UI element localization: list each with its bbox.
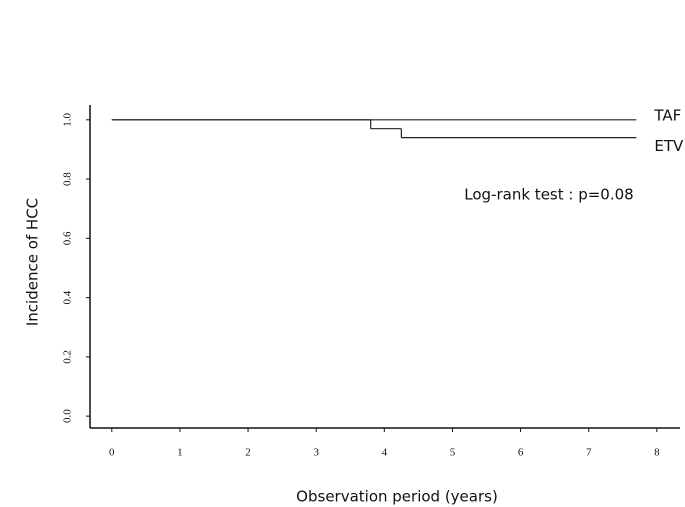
series-label: TAF: [653, 106, 681, 124]
y-tick-label: 1.0: [62, 112, 74, 126]
x-axis-label: Observation period (years): [296, 488, 498, 506]
y-axis-label: Incidence of HCC: [24, 198, 42, 326]
y-tick-label: 0.6: [62, 231, 74, 245]
x-tick-label: 5: [450, 447, 456, 459]
x-tick-label: 3: [313, 447, 319, 459]
x-tick-label: 6: [518, 447, 524, 459]
x-tick-label: 2: [245, 447, 251, 459]
x-tick-label: 1: [177, 447, 183, 459]
y-tick-label: 0.0: [62, 409, 74, 423]
x-tick-label: 8: [654, 447, 660, 459]
series-label: ETV: [654, 137, 684, 155]
x-tick-label: 7: [586, 447, 592, 459]
annotation: Log-rank test : p=0.08: [464, 186, 633, 204]
x-tick-label: 0: [109, 447, 115, 459]
y-tick-label: 0.8: [62, 172, 74, 186]
x-tick-label: 4: [382, 447, 388, 459]
y-tick-label: 0.4: [62, 290, 74, 304]
y-tick-label: 0.2: [62, 350, 74, 364]
